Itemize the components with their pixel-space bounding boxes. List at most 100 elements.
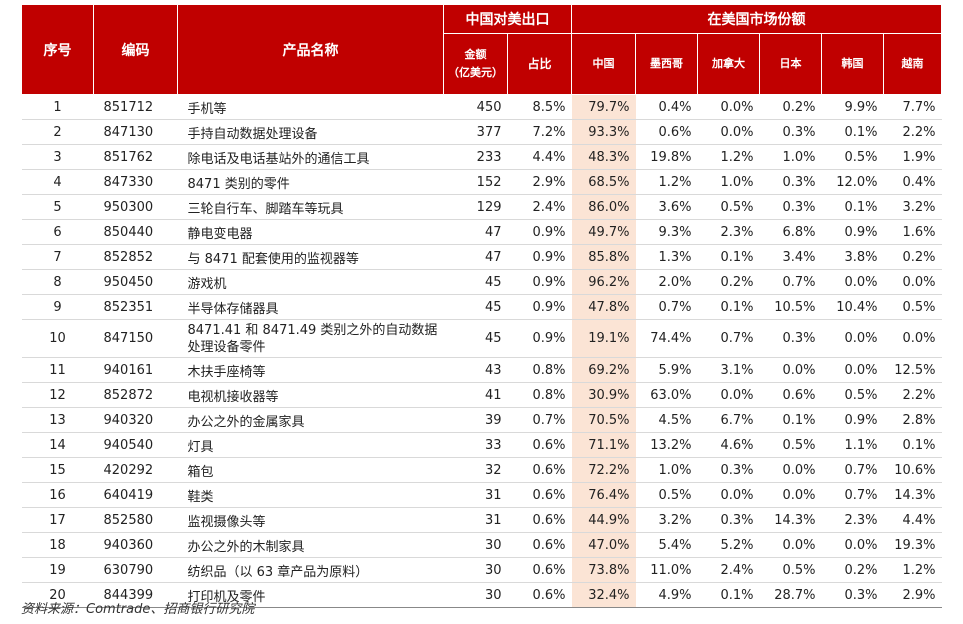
cell-share-canada: 0.2% [697, 269, 760, 295]
cell-share-canada: 2.4% [697, 557, 760, 583]
cell-share-canada: 0.3% [697, 457, 760, 483]
header-country-vietnam: 越南 [883, 33, 942, 95]
cell-share-vietnam: 12.5% [883, 357, 942, 383]
cell-share-korea: 0.2% [821, 557, 884, 583]
cell-index: 14 [21, 432, 94, 458]
cell-share-vietnam: 0.4% [883, 169, 942, 195]
cell-share-canada: 1.0% [697, 169, 760, 195]
cell-share-vietnam: 1.2% [883, 557, 942, 583]
header-row-2: 金额 （亿美元） 占比 中国 墨西哥 加拿大 日本 韩国 越南 [22, 33, 942, 95]
table-row: 3 851762 除电话及电话基站外的通信工具 233 4.4% 48.3% 19.8% 1.… [21, 144, 942, 170]
cell-index: 19 [21, 557, 94, 583]
cell-index: 3 [21, 144, 94, 170]
cell-share-china: 76.4% [571, 482, 636, 508]
header-amount-line2: （亿美元） [448, 66, 503, 79]
trade-share-table: 序号 编码 产品名称 中国对美出口 在美国市场份额 金额 （亿美元） 占比 中国… [21, 4, 942, 608]
cell-code: 847150 [93, 319, 178, 358]
cell-product-name: 箱包 [177, 457, 444, 483]
cell-product-name: 办公之外的金属家具 [177, 407, 444, 433]
cell-ratio: 0.7% [507, 407, 572, 433]
cell-share-vietnam: 2.8% [883, 407, 942, 433]
cell-product-name: 与 8471 配套使用的监视器等 [177, 244, 444, 270]
cell-share-china: 68.5% [571, 169, 636, 195]
cell-share-vietnam: 0.5% [883, 294, 942, 320]
cell-share-japan: 0.3% [759, 194, 822, 220]
cell-amount: 30 [443, 582, 508, 608]
cell-share-china: 48.3% [571, 144, 636, 170]
cell-share-vietnam: 2.2% [883, 119, 942, 145]
table-row: 1 851712 手机等 450 8.5% 79.7% 0.4% 0.0% 0.2% 9.9% 7.… [21, 94, 942, 120]
header-share-group: 在美国市场份额 [571, 4, 942, 34]
cell-share-korea: 0.3% [821, 582, 884, 608]
cell-share-canada: 3.1% [697, 357, 760, 383]
header-name: 产品名称 [177, 4, 444, 95]
cell-share-canada: 1.2% [697, 144, 760, 170]
cell-share-vietnam: 1.9% [883, 144, 942, 170]
cell-share-vietnam: 3.2% [883, 194, 942, 220]
cell-share-vietnam: 0.2% [883, 244, 942, 270]
cell-ratio: 0.9% [507, 294, 572, 320]
cell-share-mexico: 0.6% [635, 119, 698, 145]
cell-ratio: 2.4% [507, 194, 572, 220]
cell-share-china: 30.9% [571, 382, 636, 408]
cell-amount: 41 [443, 382, 508, 408]
cell-share-japan: 0.3% [759, 169, 822, 195]
cell-share-korea: 2.3% [821, 507, 884, 533]
table-row: 19 630790 纺织品（以 63 章产品为原料） 30 0.6% 73.8% 11.0%… [21, 557, 942, 583]
cell-amount: 47 [443, 244, 508, 270]
cell-product-name: 办公之外的木制家具 [177, 532, 444, 558]
cell-product-name: 除电话及电话基站外的通信工具 [177, 144, 444, 170]
cell-share-china: 70.5% [571, 407, 636, 433]
table-row: 4 847330 8471 类别的零件 152 2.9% 68.5% 1.2% 1.0% 0.3… [21, 169, 942, 195]
header-country-mexico: 墨西哥 [635, 33, 698, 95]
cell-share-canada: 0.0% [697, 482, 760, 508]
cell-index: 10 [21, 319, 94, 358]
cell-code: 940360 [93, 532, 178, 558]
cell-amount: 32 [443, 457, 508, 483]
header-country-korea: 韩国 [821, 33, 884, 95]
cell-share-canada: 2.3% [697, 219, 760, 245]
header-country-china: 中国 [571, 33, 636, 95]
cell-share-japan: 28.7% [759, 582, 822, 608]
cell-product-name: 纺织品（以 63 章产品为原料） [177, 557, 444, 583]
cell-share-japan: 3.4% [759, 244, 822, 270]
cell-share-vietnam: 1.6% [883, 219, 942, 245]
cell-share-korea: 0.0% [821, 269, 884, 295]
cell-share-korea: 1.1% [821, 432, 884, 458]
cell-index: 12 [21, 382, 94, 408]
table-row: 6 850440 静电变电器 47 0.9% 49.7% 9.3% 2.3% 6.8% 0.9% 1… [21, 219, 942, 245]
cell-share-japan: 14.3% [759, 507, 822, 533]
cell-ratio: 2.9% [507, 169, 572, 195]
cell-index: 7 [21, 244, 94, 270]
cell-share-china: 49.7% [571, 219, 636, 245]
cell-index: 5 [21, 194, 94, 220]
cell-share-japan: 0.5% [759, 432, 822, 458]
cell-product-name: 静电变电器 [177, 219, 444, 245]
cell-amount: 33 [443, 432, 508, 458]
cell-share-mexico: 4.9% [635, 582, 698, 608]
cell-ratio: 0.6% [507, 507, 572, 533]
cell-product-name: 手机等 [177, 94, 444, 120]
cell-code: 851762 [93, 144, 178, 170]
cell-index: 1 [21, 94, 94, 120]
cell-amount: 39 [443, 407, 508, 433]
cell-share-china: 71.1% [571, 432, 636, 458]
cell-share-canada: 0.0% [697, 382, 760, 408]
cell-ratio: 0.6% [507, 582, 572, 608]
cell-code: 950300 [93, 194, 178, 220]
cell-share-china: 96.2% [571, 269, 636, 295]
cell-product-name: 三轮自行车、脚踏车等玩具 [177, 194, 444, 220]
cell-share-mexico: 0.4% [635, 94, 698, 120]
cell-amount: 45 [443, 319, 508, 358]
cell-share-korea: 0.0% [821, 319, 884, 358]
cell-code: 852852 [93, 244, 178, 270]
cell-index: 17 [21, 507, 94, 533]
cell-code: 950450 [93, 269, 178, 295]
cell-ratio: 0.8% [507, 382, 572, 408]
cell-share-canada: 0.5% [697, 194, 760, 220]
cell-share-vietnam: 7.7% [883, 94, 942, 120]
table-row: 13 940320 办公之外的金属家具 39 0.7% 70.5% 4.5% 6.7% 0.1%… [21, 407, 942, 433]
cell-share-canada: 0.0% [697, 94, 760, 120]
cell-amount: 377 [443, 119, 508, 145]
